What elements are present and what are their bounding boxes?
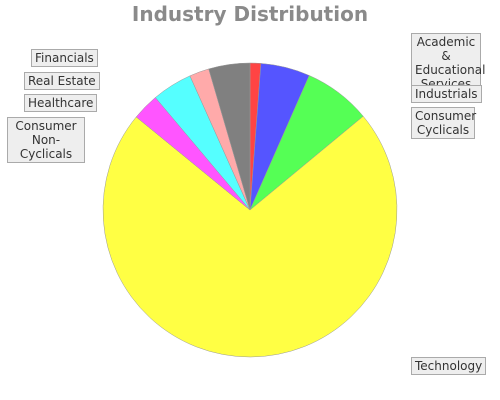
slice-label-industrials: Industrials xyxy=(411,85,482,103)
slice-label-academic: Academic & Educational Services xyxy=(411,33,481,93)
slice-label-technology: Technology xyxy=(411,357,486,375)
slice-label-healthcare: Healthcare xyxy=(24,94,97,112)
slice-label-consumer-non-cyclicals: Consumer Non-Cyclicals xyxy=(7,117,85,163)
slice-label-financials: Financials xyxy=(31,49,98,67)
slice-label-consumer-cyclicals: Consumer Cyclicals xyxy=(411,107,475,139)
slice-label-real-estate: Real Estate xyxy=(24,72,100,90)
